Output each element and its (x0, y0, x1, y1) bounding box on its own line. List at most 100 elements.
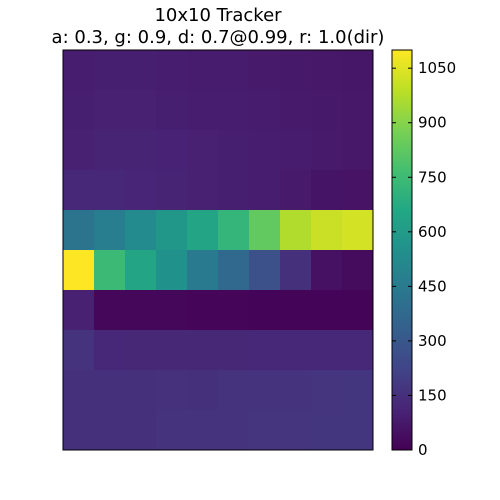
heatmap-cell-r0-c4 (187, 50, 219, 91)
heatmap-cell-r4-c2 (125, 210, 157, 251)
heatmap-cell-r0-c5 (218, 50, 250, 91)
heatmap-cell-r5-c3 (156, 250, 188, 291)
heatmap-cell-r6-c1 (94, 290, 126, 331)
heatmap-cell-r3-c0 (63, 170, 95, 211)
heatmap-cell-r4-c6 (249, 210, 281, 251)
heatmap-cell-r1-c0 (63, 90, 95, 131)
heatmap-cell-r8-c9 (342, 370, 374, 411)
heatmap-cell-r8-c8 (311, 370, 343, 411)
heatmap-frame (62, 49, 374, 451)
heatmap-cell-r3-c2 (125, 170, 157, 211)
heatmap-cell-r1-c7 (280, 90, 312, 131)
heatmap-cell-r5-c8 (311, 250, 343, 291)
colorbar-tick-label: 900 (418, 114, 447, 132)
heatmap-cell-r3-c4 (187, 170, 219, 211)
heatmap-cell-r1-c3 (156, 90, 188, 131)
heatmap-cell-r9-c3 (156, 410, 188, 451)
heatmap-cell-r9-c6 (249, 410, 281, 451)
heatmap-cell-r2-c5 (218, 130, 250, 171)
heatmap-cell-r3-c6 (249, 170, 281, 211)
colorbar-tick-label: 0 (418, 441, 428, 459)
heatmap-cell-r4-c0 (63, 210, 95, 251)
heatmap-cell-r4-c1 (94, 210, 126, 251)
heatmap-cell-r4-c4 (187, 210, 219, 251)
heatmap-cells (63, 50, 374, 451)
colorbar-tick-label: 450 (418, 277, 447, 295)
heatmap-cell-r7-c6 (249, 330, 281, 371)
heatmap-cell-r7-c1 (94, 330, 126, 371)
heatmap-cell-r3-c1 (94, 170, 126, 211)
heatmap-cell-r0-c2 (125, 50, 157, 91)
chart-title: 10x10 Tracker (154, 5, 282, 26)
heatmap-cell-r4-c3 (156, 210, 188, 251)
heatmap-cell-r0-c7 (280, 50, 312, 91)
heatmap-cell-r7-c2 (125, 330, 157, 371)
heatmap-cell-r5-c4 (187, 250, 219, 291)
heatmap-cell-r7-c3 (156, 330, 188, 371)
heatmap-cell-r0-c1 (94, 50, 126, 91)
heatmap-cell-r9-c5 (218, 410, 250, 451)
colorbar (391, 49, 413, 451)
heatmap-cell-r8-c3 (156, 370, 188, 411)
heatmap-cell-r7-c4 (187, 330, 219, 371)
colorbar-tick-label: 1050 (418, 59, 456, 77)
heatmap-cell-r6-c2 (125, 290, 157, 331)
heatmap-cell-r2-c9 (342, 130, 374, 171)
heatmap-cell-r6-c5 (218, 290, 250, 331)
heatmap-cell-r3-c9 (342, 170, 374, 211)
heatmap-cell-r9-c0 (63, 410, 95, 451)
heatmap-cell-r1-c1 (94, 90, 126, 131)
heatmap-cell-r2-c2 (125, 130, 157, 171)
colorbar-tick-label: 750 (418, 168, 447, 186)
heatmap-cell-r0-c6 (249, 50, 281, 91)
heatmap-cell-r7-c7 (280, 330, 312, 371)
heatmap-cell-r6-c9 (342, 290, 374, 331)
heatmap-cell-r2-c7 (280, 130, 312, 171)
heatmap-cell-r6-c3 (156, 290, 188, 331)
heatmap-cell-r7-c8 (311, 330, 343, 371)
heatmap-cell-r3-c8 (311, 170, 343, 211)
heatmap-cell-r7-c5 (218, 330, 250, 371)
colorbar-tick-label: 600 (418, 223, 447, 241)
heatmap-cell-r5-c1 (94, 250, 126, 291)
heatmap-cell-r0-c0 (63, 50, 95, 91)
heatmap-cell-r2-c3 (156, 130, 188, 171)
heatmap-cell-r6-c6 (249, 290, 281, 331)
heatmap-cell-r3-c3 (156, 170, 188, 211)
heatmap-cell-r1-c5 (218, 90, 250, 131)
heatmap-cell-r8-c1 (94, 370, 126, 411)
heatmap-cell-r8-c5 (218, 370, 250, 411)
heatmap-cell-r1-c8 (311, 90, 343, 131)
heatmap-cell-r1-c9 (342, 90, 374, 131)
heatmap-cell-r9-c1 (94, 410, 126, 451)
heatmap-cell-r5-c0 (63, 250, 95, 291)
heatmap-cell-r6-c7 (280, 290, 312, 331)
heatmap-cell-r9-c9 (342, 410, 374, 451)
heatmap-cell-r7-c0 (63, 330, 95, 371)
heatmap-cell-r2-c4 (187, 130, 219, 171)
heatmap-cell-r9-c8 (311, 410, 343, 451)
heatmap-cell-r2-c0 (63, 130, 95, 171)
heatmap-cell-r1-c2 (125, 90, 157, 131)
heatmap-cell-r4-c8 (311, 210, 343, 251)
heatmap-cell-r7-c9 (342, 330, 374, 371)
heatmap-cell-r8-c4 (187, 370, 219, 411)
colorbar-tick-label: 300 (418, 332, 447, 350)
heatmap-cell-r9-c2 (125, 410, 157, 451)
heatmap-cell-r8-c2 (125, 370, 157, 411)
heatmap-cell-r5-c9 (342, 250, 374, 291)
chart-subtitle: a: 0.3, g: 0.9, d: 0.7@0.99, r: 1.0(dir) (52, 27, 385, 48)
heatmap-cell-r6-c8 (311, 290, 343, 331)
heatmap-cell-r6-c0 (63, 290, 95, 331)
heatmap-cell-r1-c4 (187, 90, 219, 131)
heatmap-cell-r5-c7 (280, 250, 312, 291)
heatmap-cell-r4-c9 (342, 210, 374, 251)
heatmap-cell-r3-c5 (218, 170, 250, 211)
heatmap-cell-r0-c9 (342, 50, 374, 91)
heatmap-cell-r9-c7 (280, 410, 312, 451)
heatmap-cell-r8-c7 (280, 370, 312, 411)
heatmap-cell-r5-c5 (218, 250, 250, 291)
heatmap-cell-r2-c1 (94, 130, 126, 171)
